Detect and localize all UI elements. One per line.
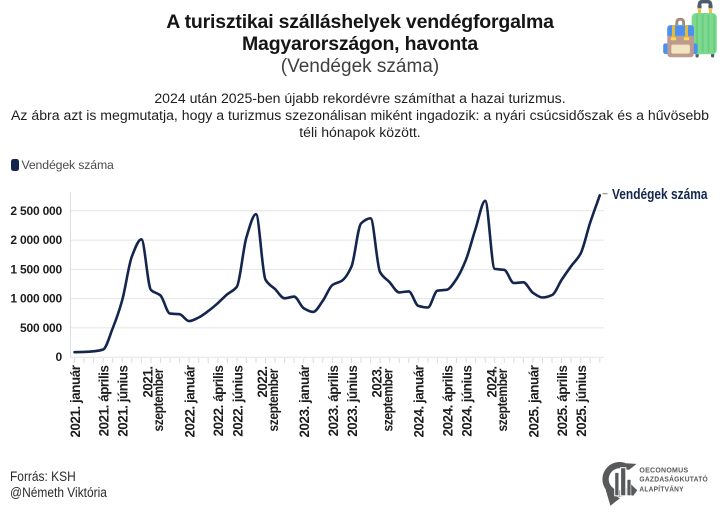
svg-text:2023. január: 2023. január	[297, 364, 312, 437]
svg-text:2023.: 2023.	[370, 366, 385, 397]
svg-text:2021. január: 2021. január	[68, 364, 83, 437]
svg-text:2022. január: 2022. január	[183, 364, 198, 437]
svg-text:2024.: 2024.	[484, 366, 499, 397]
svg-text:szeptember: szeptember	[495, 368, 510, 432]
svg-text:2 500 000: 2 500 000	[10, 204, 62, 218]
svg-text:szeptember: szeptember	[151, 368, 166, 432]
svg-text:2022.: 2022.	[255, 366, 270, 397]
svg-text:OECONOMUS: OECONOMUS	[639, 465, 688, 474]
svg-text:2025. január: 2025. január	[526, 364, 541, 437]
svg-text:2023. június: 2023. június	[345, 366, 360, 437]
svg-text:ALAPÍTVÁNY: ALAPÍTVÁNY	[639, 484, 683, 493]
svg-text:2021. június: 2021. június	[116, 366, 131, 437]
svg-text:0: 0	[56, 350, 63, 364]
svg-text:2024. június: 2024. június	[459, 366, 474, 437]
svg-text:2024. január: 2024. január	[412, 364, 427, 437]
svg-text:2021. április: 2021. április	[97, 365, 112, 436]
svg-text:2022. április: 2022. április	[211, 365, 226, 436]
svg-text:2024. április: 2024. április	[440, 365, 455, 436]
svg-text:2023. április: 2023. április	[326, 365, 341, 436]
svg-text:500 000: 500 000	[20, 321, 63, 335]
svg-text:2021.: 2021.	[141, 366, 156, 397]
svg-text:1 500 000: 1 500 000	[10, 262, 62, 276]
svg-text:2022. június: 2022. június	[230, 366, 245, 437]
svg-text:1 000 000: 1 000 000	[10, 292, 62, 306]
svg-text:2 000 000: 2 000 000	[10, 233, 62, 247]
svg-text:GAZDASÁGKUTATÓ: GAZDASÁGKUTATÓ	[639, 475, 708, 484]
svg-text:2025. június: 2025. június	[574, 366, 589, 437]
svg-text:szeptember: szeptember	[266, 368, 281, 432]
svg-text:2025. április: 2025. április	[555, 365, 570, 436]
svg-text:szeptember: szeptember	[380, 368, 395, 432]
